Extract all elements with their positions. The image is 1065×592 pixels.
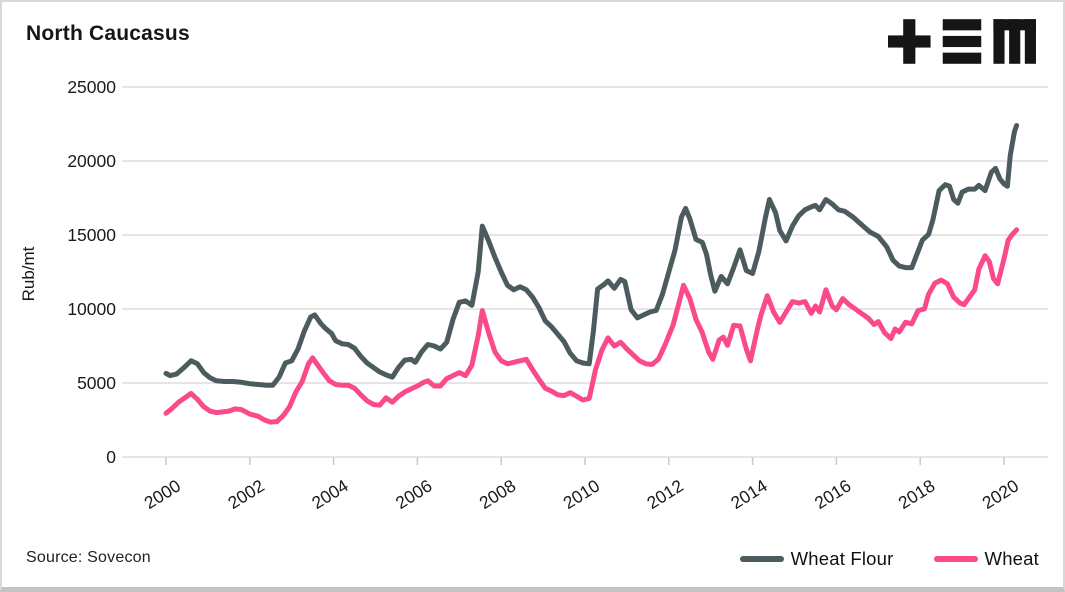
svg-text:2004: 2004 xyxy=(308,475,352,513)
svg-text:0: 0 xyxy=(106,447,116,467)
svg-text:25000: 25000 xyxy=(67,77,116,97)
svg-text:15000: 15000 xyxy=(67,225,116,245)
svg-text:2018: 2018 xyxy=(895,475,939,513)
wheat-legend-swatch xyxy=(933,556,978,562)
wheat-legend-label: Wheat xyxy=(984,548,1039,569)
svg-text:2016: 2016 xyxy=(811,475,855,513)
svg-text:20000: 20000 xyxy=(67,151,116,171)
x-tick-labels: 2000 2002 2004 2006 2008 2010 2012 2014 2016 2018… xyxy=(140,475,1022,513)
wheat-line xyxy=(163,227,1020,425)
svg-text:2020: 2020 xyxy=(979,475,1023,513)
legend-item-wheat: Wheat xyxy=(933,548,1039,570)
svg-text:2008: 2008 xyxy=(476,475,520,513)
legend-item-wheat-flour: Wheat Flour xyxy=(739,548,894,570)
y-tick-labels: 0 5000 10000 15000 20000 25000 xyxy=(67,77,116,467)
tem-logo-icon xyxy=(888,19,1036,64)
svg-text:2014: 2014 xyxy=(727,475,771,513)
source-note: Source: Sovecon xyxy=(26,549,151,566)
svg-text:2000: 2000 xyxy=(140,475,184,513)
tem-logo xyxy=(888,19,1038,66)
svg-text:10000: 10000 xyxy=(67,299,116,319)
svg-text:2006: 2006 xyxy=(392,475,436,513)
y-axis-label: Rub/mt xyxy=(19,246,38,301)
wheat-flour-legend-swatch xyxy=(739,556,784,562)
svg-text:2002: 2002 xyxy=(224,475,268,513)
wheat-flour-line xyxy=(163,123,1020,388)
svg-text:2012: 2012 xyxy=(643,475,687,513)
svg-text:2010: 2010 xyxy=(560,475,604,513)
svg-text:5000: 5000 xyxy=(77,373,116,393)
page-title: North Caucasus xyxy=(26,22,190,45)
wheat-flour-legend-label: Wheat Flour xyxy=(790,548,894,569)
x-axis-ticks xyxy=(165,457,1005,465)
legend: Wheat Flour Wheat xyxy=(739,548,1039,570)
